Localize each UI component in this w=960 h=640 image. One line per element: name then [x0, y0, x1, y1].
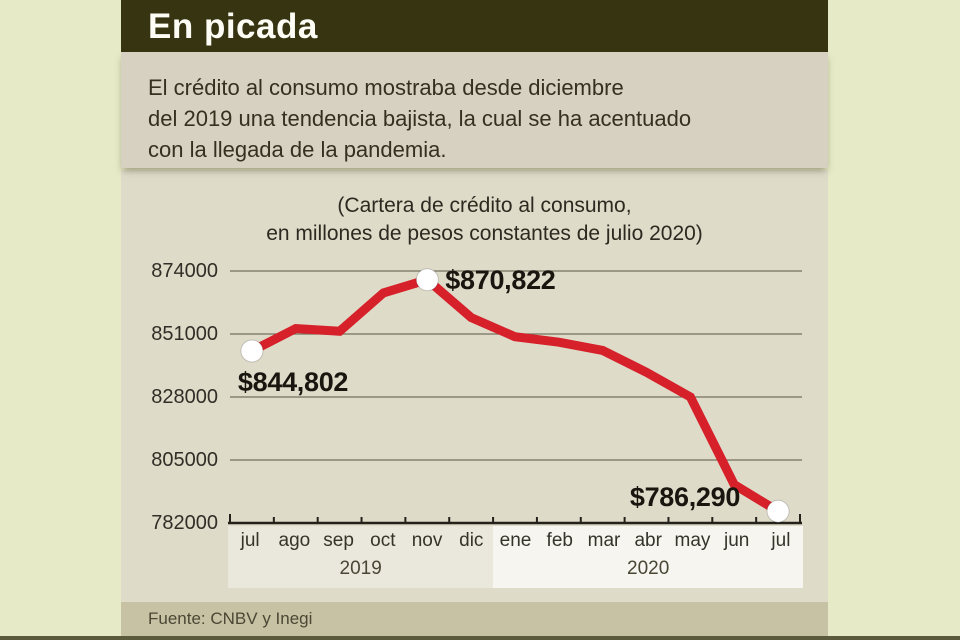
data-point-marker	[240, 339, 264, 363]
x-axis-month-label: nov	[411, 530, 443, 551]
subtitle-line-2: del 2019 una tendencia bajista, la cual …	[148, 106, 692, 131]
month-row: jul ago sep oct nov dic ene feb mar abr may jun jul	[228, 526, 803, 556]
x-axis-month-label: jul	[240, 530, 260, 551]
x-axis-band-2019-bg	[228, 526, 494, 588]
infographic-column: En picada El crédito al consumo mostraba…	[121, 0, 828, 636]
subtitle-line-1: El crédito al consumo mostraba desde dic…	[148, 75, 624, 100]
x-axis-band-2020-bg	[493, 526, 803, 588]
year-row: 2019 2020	[228, 556, 803, 582]
source-text: Fuente: CNBV y Inegi	[148, 609, 313, 628]
x-axis-year-label: 2019	[339, 558, 382, 579]
chart-title-line-1: (Cartera de crédito al consumo,	[337, 194, 632, 217]
x-axis-band: jul ago sep oct nov dic ene feb mar abr may jun jul …	[228, 526, 803, 588]
x-axis-year-label: 2020	[627, 558, 670, 579]
x-axis-month-label: ene	[499, 530, 532, 551]
y-axis-tick-label: 851000	[151, 323, 218, 345]
y-axis-tick-label: 782000	[151, 512, 218, 534]
bottom-accent-bar	[0, 636, 960, 640]
data-label: $844,802	[237, 366, 349, 397]
line-series	[249, 274, 781, 516]
footer-bar: Fuente: CNBV y Inegi	[121, 602, 828, 636]
page-title: En picada	[148, 6, 318, 46]
x-axis-month-label: jun	[724, 530, 750, 551]
chart-canvas	[228, 268, 802, 525]
data-label: $786,290	[629, 482, 741, 513]
x-axis-month-label: dic	[459, 530, 484, 551]
y-axis-tick-label: 828000	[151, 386, 218, 408]
data-point-marker	[766, 499, 790, 523]
data-label: $870,822	[445, 264, 556, 295]
x-axis-month-label: ago	[278, 530, 311, 551]
x-axis-month-label: abr	[634, 530, 662, 551]
subtitle-line-3: con la llegada de la pandemia.	[148, 137, 447, 162]
x-axis-month-label: mar	[587, 530, 621, 551]
x-axis-month-label: sep	[323, 530, 354, 551]
y-axis-tick-label: 805000	[151, 449, 218, 471]
data-point-marker	[415, 268, 439, 292]
x-axis-month-label: jul	[771, 530, 791, 551]
x-axis-month-label: oct	[370, 530, 396, 551]
chart-title-line-2: en millones de pesos constantes de julio…	[266, 222, 703, 245]
chart-panel: (Cartera de crédito al consumo, en millo…	[121, 170, 828, 602]
chart-title: (Cartera de crédito al consumo, en millo…	[121, 192, 828, 248]
x-axis-month-label: feb	[546, 530, 573, 551]
subtitle-panel: El crédito al consumo mostraba desde dic…	[121, 52, 828, 168]
y-axis-tick-label: 874000	[151, 260, 218, 282]
header-bar: En picada	[121, 0, 828, 52]
x-axis-month-label: may	[674, 530, 711, 551]
